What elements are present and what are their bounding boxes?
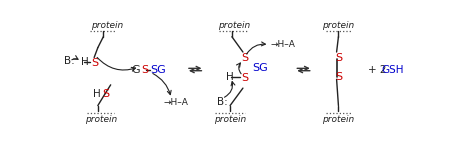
Text: protein: protein <box>218 21 250 30</box>
Text: S: S <box>241 53 248 63</box>
Text: H: H <box>93 89 101 99</box>
Text: S: S <box>102 89 109 99</box>
Text: protein: protein <box>322 115 355 124</box>
Text: B:: B: <box>217 97 228 107</box>
Text: B:: B: <box>64 56 74 66</box>
Text: protein: protein <box>214 115 246 124</box>
Text: S: S <box>335 53 342 63</box>
Text: protein: protein <box>91 21 123 30</box>
Text: SG: SG <box>150 64 166 75</box>
Text: →H–A: →H–A <box>271 40 295 49</box>
Text: SG: SG <box>252 63 268 73</box>
Text: S: S <box>91 58 99 68</box>
Text: GSH: GSH <box>382 64 404 75</box>
Text: S: S <box>335 72 342 82</box>
Text: S: S <box>141 64 148 75</box>
Text: H: H <box>81 57 88 67</box>
Text: S: S <box>241 73 248 83</box>
Text: H: H <box>227 72 234 82</box>
Text: + 2: + 2 <box>368 64 390 75</box>
Text: protein: protein <box>322 21 355 30</box>
Text: G: G <box>131 64 139 75</box>
Text: protein: protein <box>85 115 118 124</box>
Text: →H–A: →H–A <box>164 98 189 107</box>
